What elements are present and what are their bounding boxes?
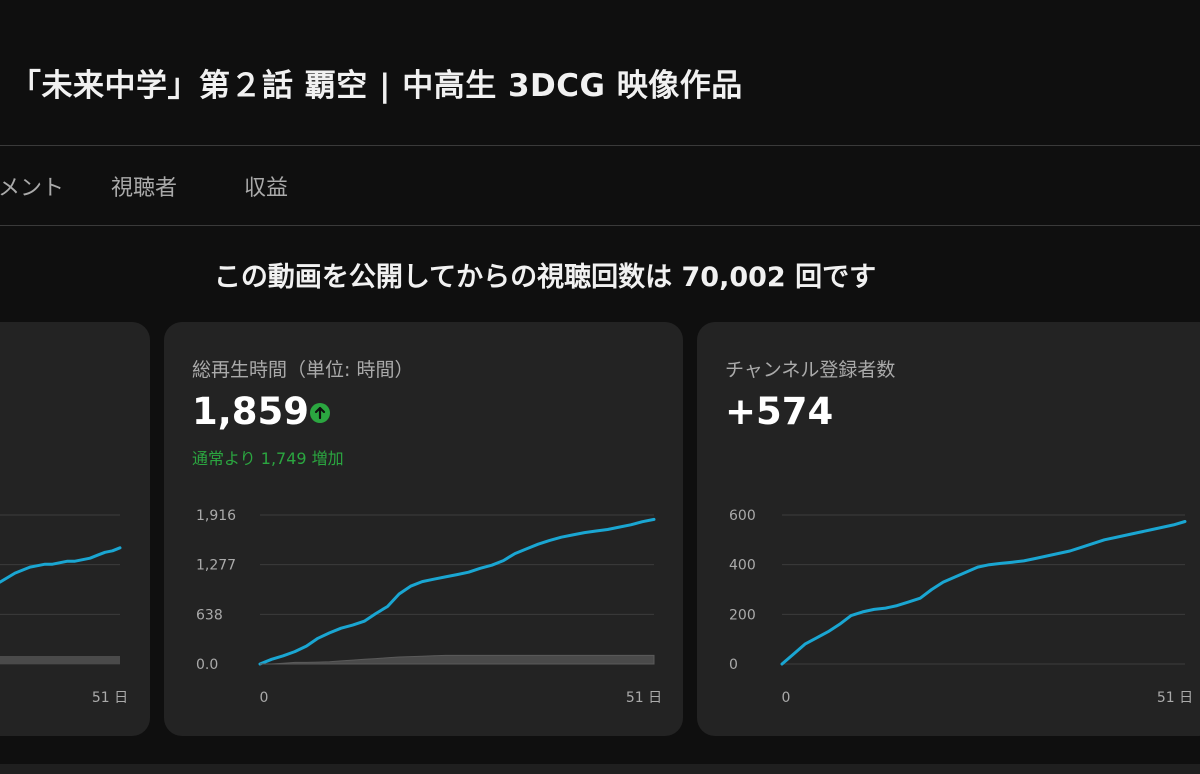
tabs-divider <box>0 225 1200 226</box>
watch-time-chart: 1,916 1,277 638 0.0 0 51 日 <box>196 508 662 706</box>
tab-revenue[interactable]: 収益 <box>244 176 289 201</box>
x-tick-label: 51 日 <box>92 690 128 706</box>
subscribers-label: チャンネル登録者数 <box>725 359 896 381</box>
series-line <box>0 546 122 584</box>
y-tick-label: 638 <box>196 607 223 623</box>
x-tick-label: 0 <box>260 690 269 706</box>
comparison-area <box>260 654 655 665</box>
y-tick-label: 200 <box>729 607 756 623</box>
tab-audience[interactable]: 視聴者 <box>111 176 178 201</box>
views-headline: この動画を公開してからの視聴回数は 70,002 回です <box>213 262 877 293</box>
card-subscribers[interactable]: チャンネル登録者数 +574 600 400 200 0 0 51 日 <box>697 322 1200 736</box>
y-tick-label: 600 <box>729 508 756 524</box>
comparison-area <box>0 656 120 664</box>
card-watch-time[interactable]: 総再生時間（単位: 時間） 1,859 通常より 1,749 増加 1,916 1… <box>164 322 683 736</box>
page-title: 「未来中学」第２話 覇空 | 中高生 3DCG 映像作品 <box>10 68 743 104</box>
card-views-chart: 51 日 <box>0 514 128 706</box>
y-tick-label: 0 <box>729 657 738 673</box>
subscribers-value: +574 <box>725 390 834 433</box>
y-tick-label: 0.0 <box>196 657 218 673</box>
x-tick-label: 51 日 <box>626 690 662 706</box>
y-tick-label: 400 <box>729 558 756 574</box>
y-tick-label: 1,277 <box>196 558 236 574</box>
series-line <box>780 520 1187 666</box>
x-tick-label: 51 日 <box>1157 690 1193 706</box>
card-views[interactable]: 51 日 <box>0 322 150 736</box>
x-tick-label: 0 <box>782 690 791 706</box>
bottom-strip <box>0 764 1200 774</box>
watch-time-value: 1,859 <box>192 390 310 433</box>
y-tick-label: 1,916 <box>196 508 236 524</box>
tab-comments[interactable]: メント <box>0 176 65 201</box>
header-divider <box>0 145 1200 146</box>
watch-time-label: 総再生時間（単位: 時間） <box>192 359 414 381</box>
series-line <box>258 517 656 666</box>
watch-time-comparison: 通常より 1,749 増加 <box>192 449 344 468</box>
arrow-up-icon <box>310 403 330 423</box>
subscribers-chart: 600 400 200 0 0 51 日 <box>729 508 1193 706</box>
